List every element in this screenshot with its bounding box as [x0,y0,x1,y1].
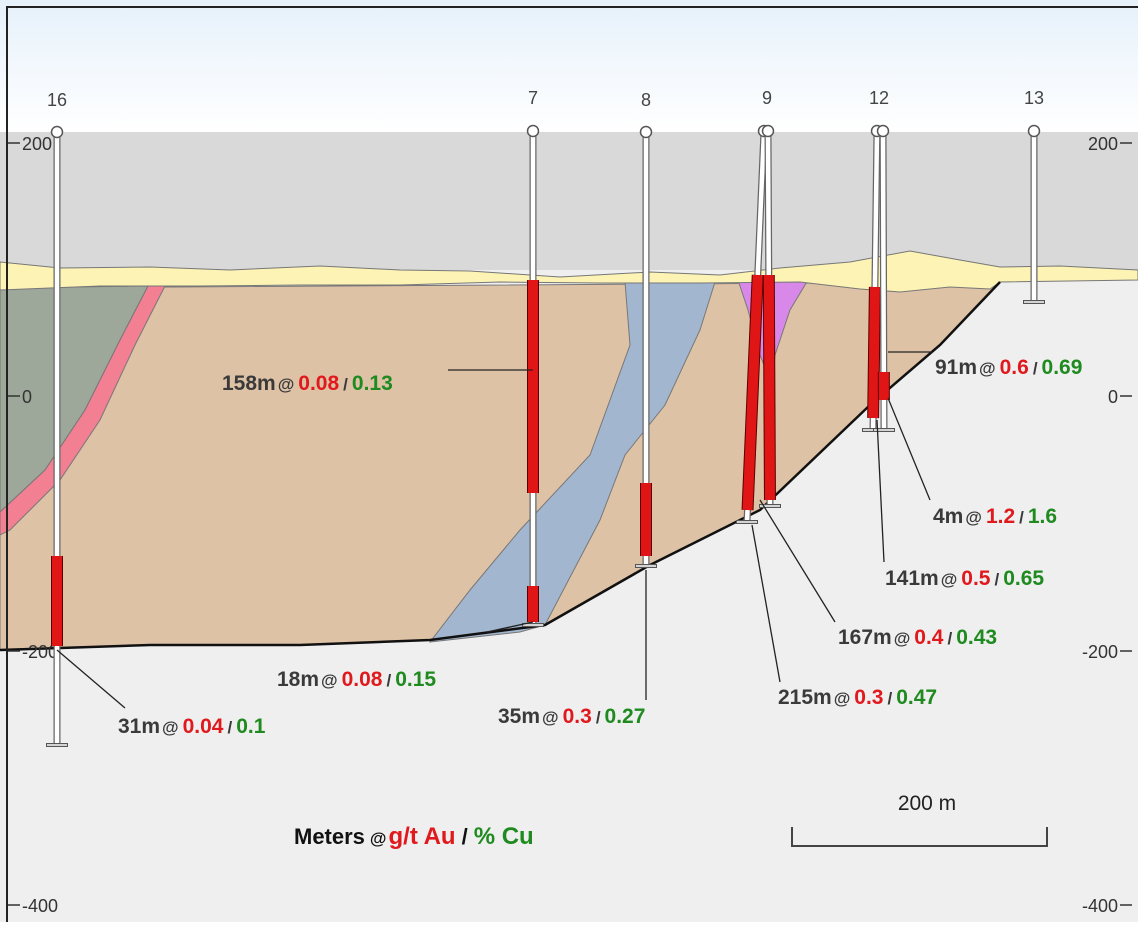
hole-collar [641,127,652,138]
sky-band [0,0,1138,132]
hole-id-8: 8 [641,90,651,110]
intercept-label-215m: 215m@0.3/0.47 [778,686,937,709]
intercept-label-31m: 31m@0.04/0.1 [118,715,266,738]
right-tick-minus-200: -200 [1082,642,1118,662]
hole-id-13: 13 [1024,88,1044,108]
right-tick-0: 0 [1108,387,1118,407]
legend: Meters@g/t Au/% Cu [294,823,534,850]
right-tick-200: 200 [1088,134,1118,154]
intercept-bar [873,287,875,418]
hole-id-12: 12 [869,88,889,108]
intercept-label-18m: 18m@0.08/0.15 [277,668,436,691]
intercept-label-158m: 158m@0.08/0.13 [222,372,393,395]
right-tick-minus-400: -400 [1082,896,1118,916]
hole-id-7: 7 [528,88,538,108]
left-tick-200: 200 [22,134,52,154]
air-band [0,132,1138,282]
hole-collar [763,126,774,137]
intercept-bar [769,275,770,500]
intercept-label-91m: 91m@0.6/0.69 [935,356,1082,379]
intercept-label-141m: 141m@0.5/0.65 [885,567,1044,590]
intercept-label-4m: 4m@1.2/1.6 [933,505,1057,528]
hole-collar [1029,126,1040,137]
hole-collar [528,126,539,137]
hole-id-9: 9 [762,88,772,108]
hole-id-16: 16 [47,90,67,110]
intercept-label-35m: 35m@0.3/0.27 [498,705,645,728]
hole-collar [52,127,63,138]
scale-bar-label: 200 m [898,792,956,815]
intercept-label-167m: 167m@0.4/0.43 [838,626,997,649]
left-tick-minus-400: -400 [22,896,58,916]
hole-collar [878,126,889,137]
left-tick-0: 0 [22,387,32,407]
